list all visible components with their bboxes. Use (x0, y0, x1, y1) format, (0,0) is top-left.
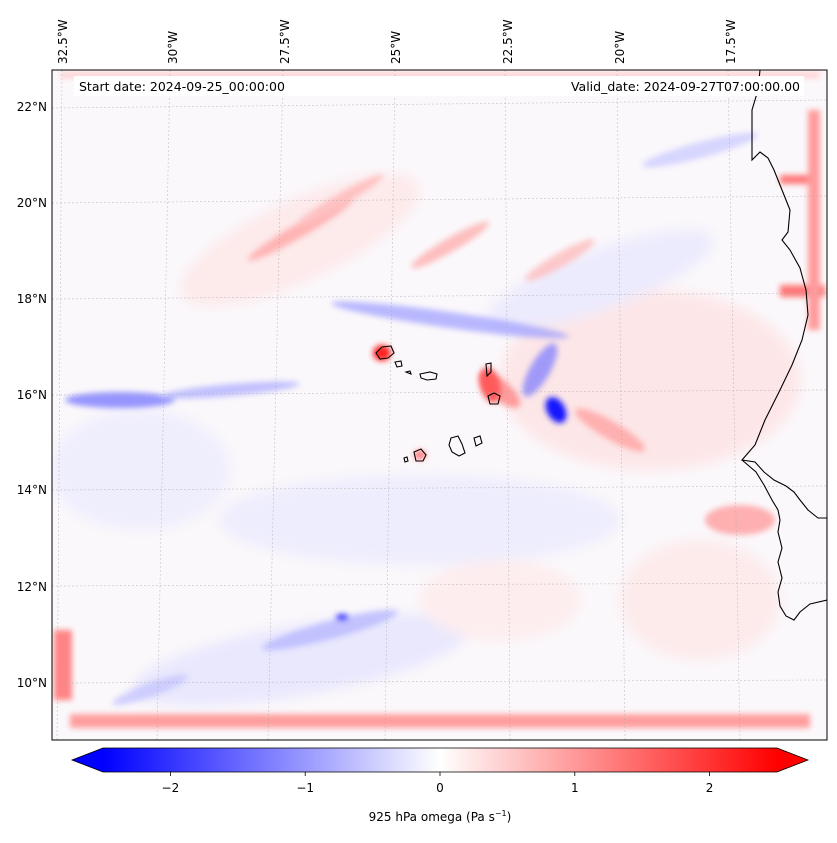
colorbar-ticks: −2 −1 0 1 2 (162, 772, 714, 795)
colorbar-outline (70, 747, 810, 773)
colorbar-max-extend (777, 748, 808, 772)
lon-tick: 32.5°W (56, 19, 70, 64)
colorbar-label: 925 hPa omega (Pa s−1) (369, 809, 512, 824)
latitude-labels: 22°N 20°N 18°N 16°N 14°N 12°N 10°N (17, 100, 47, 690)
cape-verde-islands (375, 345, 501, 463)
lat-tick: 14°N (17, 483, 47, 497)
lon-tick: 30°W (166, 31, 180, 64)
valid-date-label: Valid_date: 2024-09-27T07:00:00.00 (571, 79, 800, 94)
lon-tick: 20°W (613, 31, 627, 64)
africa-coastline (740, 70, 827, 621)
lat-tick: 16°N (17, 388, 47, 402)
colorbar-tick-label: −2 (162, 781, 180, 795)
lat-tick: 10°N (17, 676, 47, 690)
lon-tick: 25°W (389, 31, 403, 64)
colorbar-min-extend (72, 748, 103, 772)
colorbar-gradient (103, 748, 777, 772)
lon-tick: 17.5°W (724, 19, 738, 64)
lat-tick: 12°N (17, 580, 47, 594)
omega-field: Start date: 2024-09-25_00:00:00 Valid_da… (52, 70, 827, 740)
colorbar-tick-label: 1 (571, 781, 579, 795)
lat-tick: 22°N (17, 100, 47, 114)
colorbar-tick-label: −1 (296, 781, 314, 795)
start-date-label: Start date: 2024-09-25_00:00:00 (79, 79, 285, 94)
map-frame (51, 69, 828, 741)
colorbar-tick-label: 0 (436, 781, 444, 795)
lat-tick: 20°N (17, 196, 47, 210)
lon-tick: 27.5°W (278, 19, 292, 64)
colorbar: −2 −1 0 1 2 925 hPa omega (Pa s−1) (70, 747, 810, 824)
longitude-labels: 32.5°W 30°W 27.5°W 25°W 22.5°W 20°W 17.5… (56, 19, 738, 64)
colorbar-tick-label: 2 (706, 781, 714, 795)
date-banner (74, 76, 804, 96)
graticule (52, 70, 827, 740)
lat-tick: 18°N (17, 292, 47, 306)
lon-tick: 22.5°W (501, 19, 515, 64)
